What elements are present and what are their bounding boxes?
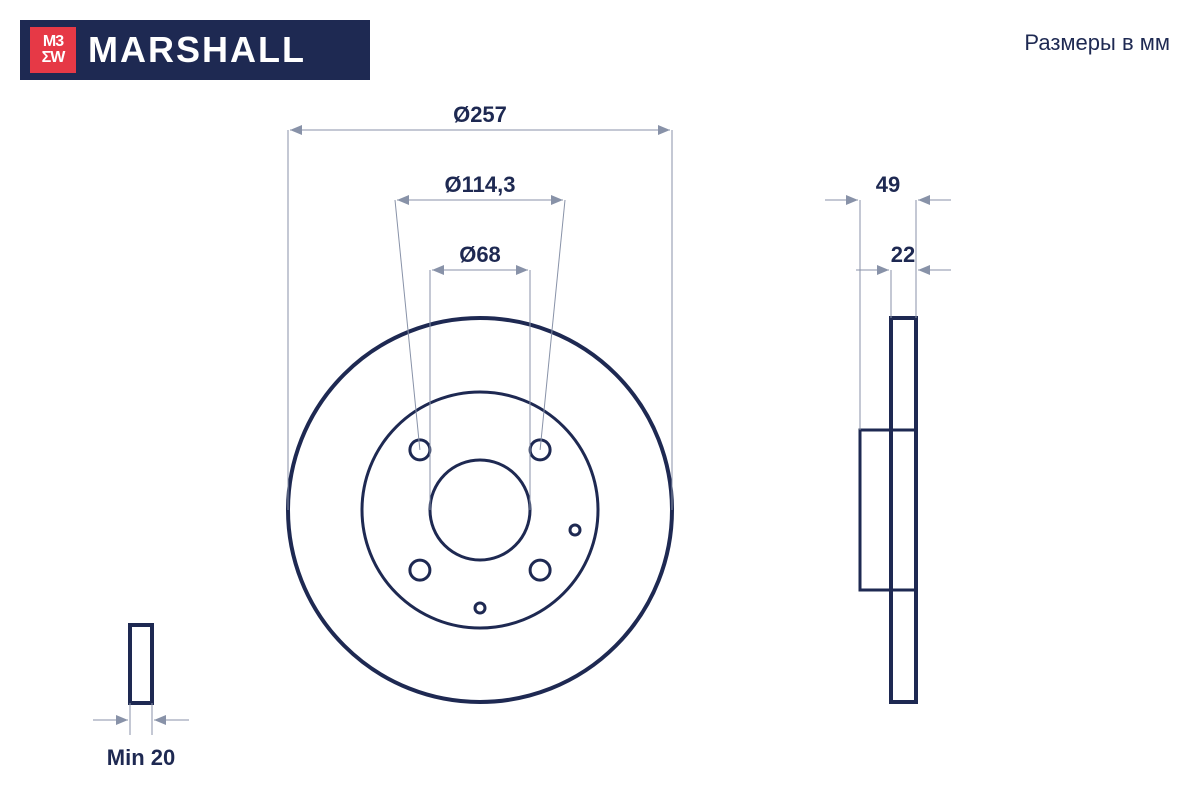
technical-drawing: Ø257 Ø114,3 Ø68 49 22 Min 20 [0, 0, 1200, 800]
disc-front-view [288, 318, 672, 702]
dim-label-d68: Ø68 [459, 242, 501, 267]
bolt-hole [530, 560, 550, 580]
dim-label-min20: Min 20 [107, 745, 175, 770]
bolt-hole [410, 560, 430, 580]
dim-disc-thickness: 22 [856, 242, 951, 318]
pin-hole [570, 525, 580, 535]
dim-label-w22: 22 [891, 242, 915, 267]
dim-label-d257: Ø257 [453, 102, 507, 127]
min-thickness-block [130, 625, 152, 703]
pin-hole [475, 603, 485, 613]
dim-outer-diameter: Ø257 [288, 102, 672, 510]
dim-overall-width: 49 [825, 172, 951, 430]
dim-hub-diameter: Ø68 [430, 242, 530, 510]
dim-min-thickness: Min 20 [93, 703, 189, 770]
disc-side-view [860, 318, 916, 702]
dim-label-d114: Ø114,3 [445, 172, 516, 197]
dim-label-w49: 49 [876, 172, 900, 197]
